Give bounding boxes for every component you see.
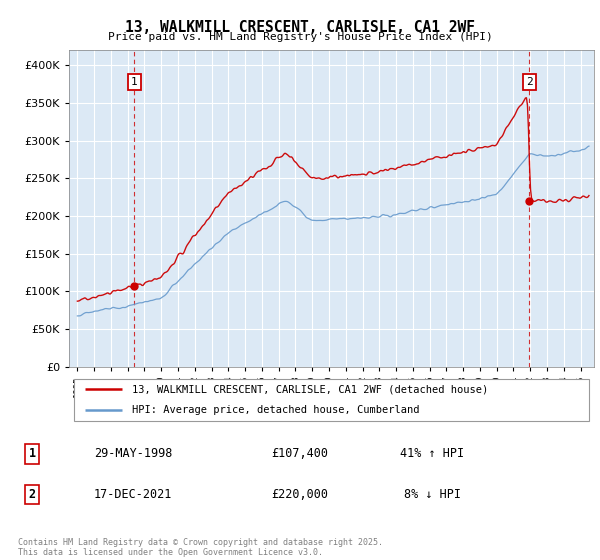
Text: £107,400: £107,400 xyxy=(271,447,329,460)
Text: 2: 2 xyxy=(526,77,533,87)
Text: 17-DEC-2021: 17-DEC-2021 xyxy=(94,488,172,501)
Text: Price paid vs. HM Land Registry's House Price Index (HPI): Price paid vs. HM Land Registry's House … xyxy=(107,32,493,43)
FancyBboxPatch shape xyxy=(74,379,589,421)
Text: 29-MAY-1998: 29-MAY-1998 xyxy=(94,447,172,460)
Text: 13, WALKMILL CRESCENT, CARLISLE, CA1 2WF: 13, WALKMILL CRESCENT, CARLISLE, CA1 2WF xyxy=(125,20,475,35)
Text: 1: 1 xyxy=(29,447,36,460)
Text: Contains HM Land Registry data © Crown copyright and database right 2025.
This d: Contains HM Land Registry data © Crown c… xyxy=(18,538,383,557)
Text: 2: 2 xyxy=(29,488,36,501)
Text: HPI: Average price, detached house, Cumberland: HPI: Average price, detached house, Cumb… xyxy=(132,405,419,416)
Text: 1: 1 xyxy=(131,77,138,87)
Text: £220,000: £220,000 xyxy=(271,488,329,501)
Text: 13, WALKMILL CRESCENT, CARLISLE, CA1 2WF (detached house): 13, WALKMILL CRESCENT, CARLISLE, CA1 2WF… xyxy=(132,384,488,394)
Text: 8% ↓ HPI: 8% ↓ HPI xyxy=(404,488,461,501)
Text: 41% ↑ HPI: 41% ↑ HPI xyxy=(400,447,464,460)
